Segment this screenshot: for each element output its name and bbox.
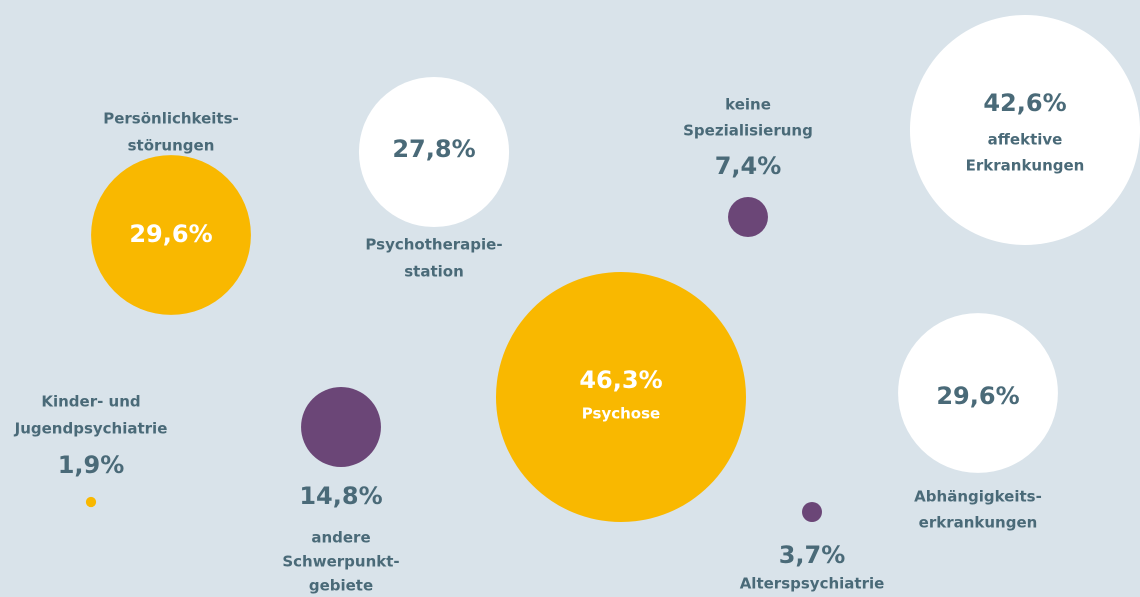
value-label: 14,8%: [299, 482, 382, 510]
bubble-label: störungen: [128, 137, 215, 155]
bubble: [85, 496, 97, 508]
bubble-label: Psychotherapie-: [365, 236, 502, 254]
bubble-label: gebiete: [309, 577, 373, 595]
bubble: [802, 502, 822, 522]
value-label: 29,6%: [936, 382, 1019, 410]
value-label: 1,9%: [58, 451, 125, 479]
value-label: 42,6%: [983, 89, 1066, 117]
value-label: 27,8%: [392, 135, 475, 163]
bubble-label: erkrankungen: [919, 514, 1038, 532]
value-label: 3,7%: [779, 541, 846, 569]
value-label: 29,6%: [129, 220, 212, 248]
bubble-label: Schwerpunkt-: [282, 553, 399, 571]
bubble-label: Alterspsychiatrie: [740, 575, 885, 593]
bubble-label: Psychose: [582, 405, 660, 423]
bubble-label: keine: [725, 96, 771, 114]
bubble-label: Kinder- und: [41, 393, 140, 411]
bubble: [728, 197, 768, 237]
bubble-label: Abhängigkeits-: [914, 488, 1042, 506]
bubble: [301, 387, 381, 467]
bubble: [495, 271, 747, 523]
bubble-label: Erkrankungen: [966, 157, 1085, 175]
bubble: [358, 76, 510, 228]
bubble: [898, 313, 1058, 473]
value-label: 46,3%: [579, 366, 662, 394]
value-label: 7,4%: [715, 152, 782, 180]
bubble-label: andere: [311, 529, 370, 547]
bubble-label: affektive: [988, 131, 1063, 149]
bubble-label: Spezialisierung: [683, 122, 813, 140]
bubble-label: Persönlichkeits-: [103, 110, 239, 128]
bubble-label: station: [404, 263, 464, 281]
bubble: [910, 15, 1140, 245]
bubble: [91, 155, 251, 315]
bubble-label: Jugendpsychiatrie: [14, 420, 168, 438]
